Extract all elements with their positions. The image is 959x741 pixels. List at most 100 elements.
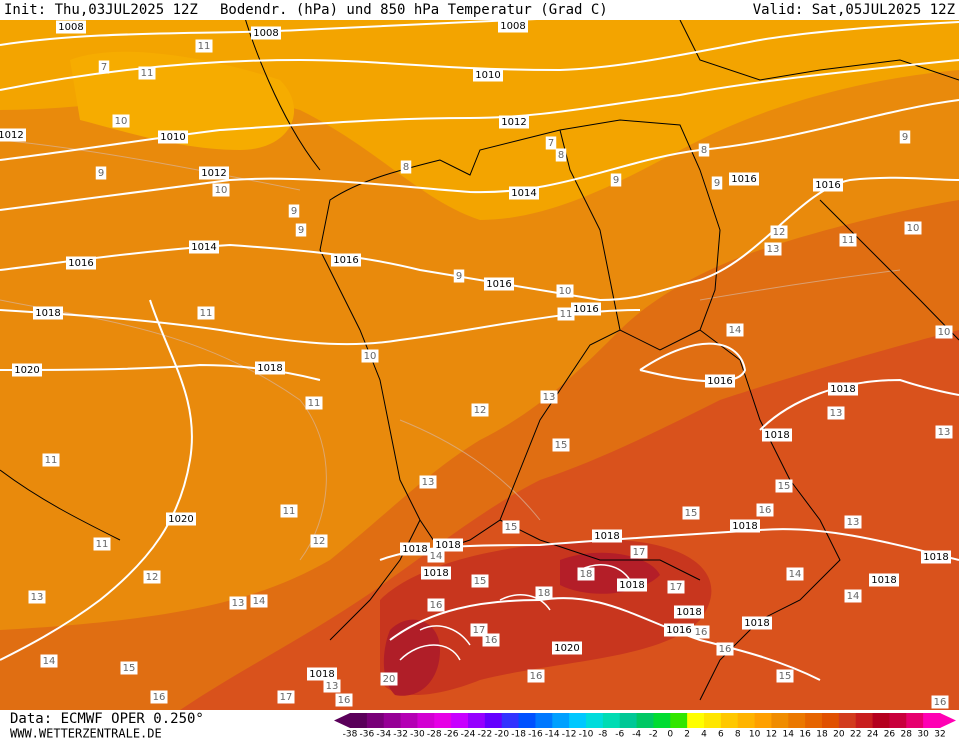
isotherm-label-box	[775, 479, 793, 493]
colorbar-swatch	[737, 713, 756, 728]
isotherm-label: 15	[685, 508, 698, 519]
isotherm-label: 17	[633, 547, 646, 558]
isobar-label: 1016	[486, 279, 511, 290]
isobar-label: 1012	[0, 130, 24, 141]
isotherm-label: 15	[555, 440, 568, 451]
isotherm-label: 9	[298, 225, 304, 236]
colorbar-swatch	[451, 713, 469, 728]
isobar-label-box	[592, 529, 622, 543]
isotherm-label: 11	[198, 41, 211, 52]
isotherm-label-box	[195, 39, 213, 53]
isobar-label-box	[571, 302, 601, 316]
isotherm-label-box	[610, 173, 622, 187]
isotherm-label: 13	[830, 408, 843, 419]
contour-labels: 1008100810081010101210101012101410141016…	[0, 19, 953, 709]
isotherm-label: 11	[560, 309, 573, 320]
isotherm-label-box	[120, 661, 138, 675]
isotherm-label-box	[93, 537, 111, 551]
colorbar-swatch	[788, 713, 806, 728]
colorbar-swatch	[838, 713, 857, 728]
colorbar-swatch	[889, 713, 907, 728]
border	[0, 0, 959, 701]
isotherm-label-box	[770, 225, 788, 239]
isobar-label: 1016	[68, 258, 93, 269]
isotherm-label-box	[556, 284, 574, 298]
colorbar-swatch	[484, 713, 503, 728]
colorbar-tick-label: -12	[562, 730, 577, 740]
colorbar-swatch	[366, 713, 385, 728]
isotherm-label: 13	[543, 392, 556, 403]
isotherm-label-box	[899, 130, 911, 144]
isotherm-label-box	[839, 233, 857, 247]
isobar-label: 1018	[257, 363, 282, 374]
colorbar-tick-label: 8	[735, 730, 741, 740]
isobar-label: 1010	[475, 70, 500, 81]
valid-text: Valid: Sat,05JUL2025 12Z	[753, 2, 955, 18]
colorbar-swatch	[754, 713, 772, 728]
isotherm-label-box	[552, 438, 570, 452]
isotherm-label-box	[555, 148, 567, 162]
colorbar-swatch	[552, 713, 570, 728]
isotherm-label: 13	[938, 427, 951, 438]
colorbar-swatch	[687, 713, 705, 728]
hot-zone	[383, 619, 440, 696]
colorbar-tick-label: 32	[934, 730, 945, 740]
colorbar-tick-label: -30	[410, 730, 425, 740]
isotherm-label: 7	[548, 138, 554, 149]
colorbar-tick-label: 30	[917, 730, 929, 740]
colorbar-swatch	[434, 713, 452, 728]
colorbar-tick-label: 20	[833, 730, 845, 740]
isotherm-label: 16	[485, 635, 498, 646]
isotherm-label-box	[197, 306, 215, 320]
colorbar-tick-label: -6	[615, 730, 624, 740]
isobar-label-box	[552, 641, 582, 655]
isotherm-label: 10	[938, 327, 951, 338]
isotherm-label: 16	[695, 627, 708, 638]
isotherm-label: 7	[101, 62, 107, 73]
isotherm-label-box	[310, 534, 328, 548]
isotherm-label-box	[400, 160, 412, 174]
isotherm-label-box	[361, 349, 379, 363]
colorbar-swatch	[771, 713, 789, 728]
isotherm-label-box	[427, 598, 445, 612]
isotherm-label-box	[502, 520, 520, 534]
isotherm-label: 11	[842, 235, 855, 246]
header-bar	[0, 0, 959, 20]
isobar-label-box	[400, 542, 430, 556]
isotherm-label: 13	[767, 244, 780, 255]
isobar-label: 1018	[764, 430, 789, 441]
isobar-label: 1018	[423, 568, 448, 579]
isotherm-label: 16	[430, 600, 443, 611]
isobar-label: 1018	[871, 575, 896, 586]
colorbar-tick-label: -10	[579, 730, 594, 740]
isobar-label-box	[307, 667, 337, 681]
colorbar-swatch	[383, 713, 402, 728]
isobar-label-box	[730, 519, 760, 533]
colorbar-swatch	[586, 713, 604, 728]
isobar-label-box	[617, 578, 647, 592]
isotherm-label-box	[98, 60, 110, 74]
isotherm-label-box	[295, 223, 307, 237]
isobar-label: 1016	[815, 180, 840, 191]
colorbar-swatch	[872, 713, 890, 728]
isobar-label: 1018	[594, 531, 619, 542]
isobar-label: 1018	[619, 580, 644, 591]
isobar	[399, 564, 631, 661]
isobar-label: 1018	[402, 544, 427, 555]
colorbar-tick-label: 24	[867, 730, 879, 740]
isotherm-label: 18	[580, 569, 593, 580]
isobar-label: 1008	[500, 21, 525, 32]
isotherm-label-box	[323, 679, 341, 693]
isotherm-label: 15	[474, 576, 487, 587]
isotherm-label: 14	[847, 591, 860, 602]
isotherm-label-box	[786, 567, 804, 581]
isotherm-label: 8	[403, 162, 409, 173]
isotherm-label-box	[726, 323, 744, 337]
isotherm-label: 14	[253, 596, 266, 607]
isobar-label-box	[166, 512, 196, 526]
isotherm-label-box	[931, 695, 949, 709]
isobar-label-box	[813, 178, 843, 192]
isobar-label-box	[509, 186, 539, 200]
colorbar-swatch	[653, 713, 671, 728]
